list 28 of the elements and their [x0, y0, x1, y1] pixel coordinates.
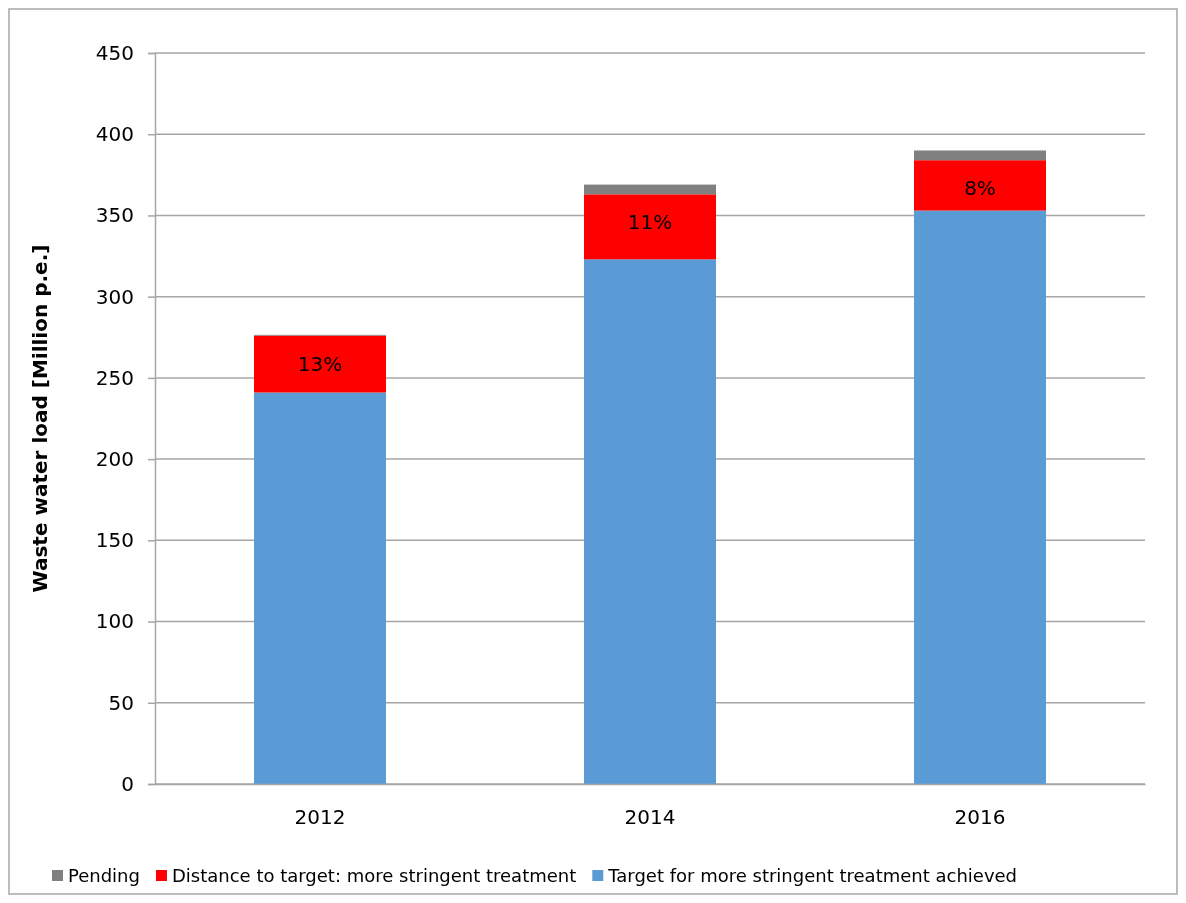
legend-label: Target for more stringent treatment achieved	[607, 865, 1018, 887]
y-tick-label: 350	[95, 203, 134, 228]
bar	[914, 210, 1046, 784]
y-tick-label: 100	[95, 609, 134, 634]
legend-label: Distance to target: more stringent treatment	[171, 865, 577, 887]
y-tick-label: 200	[95, 447, 134, 472]
x-tick-label: 2016	[954, 805, 1006, 830]
bar	[584, 259, 716, 784]
y-tick-label: 250	[95, 365, 134, 390]
annotation: 11%	[627, 210, 673, 235]
y-tick-label: 450	[95, 40, 134, 65]
y-tick-label: 150	[95, 528, 134, 553]
bar	[584, 184, 716, 195]
y-tick-label: 400	[95, 122, 134, 147]
annotation: 8%	[964, 176, 996, 201]
y-tick-label: 50	[108, 690, 134, 715]
legend-label: Pending	[68, 865, 140, 887]
y-tick-label: 0	[121, 771, 134, 796]
bar	[254, 392, 386, 784]
x-tick-label: 2012	[294, 805, 346, 830]
y-axis-title: Waste water load [Million p.e.]	[28, 244, 52, 593]
bar	[584, 194, 716, 260]
bar	[254, 335, 386, 393]
annotation: 13%	[297, 351, 343, 376]
y-tick-label: 300	[95, 284, 134, 309]
bar	[914, 160, 1046, 211]
x-tick-label: 2014	[624, 805, 676, 830]
bar	[914, 150, 1046, 161]
